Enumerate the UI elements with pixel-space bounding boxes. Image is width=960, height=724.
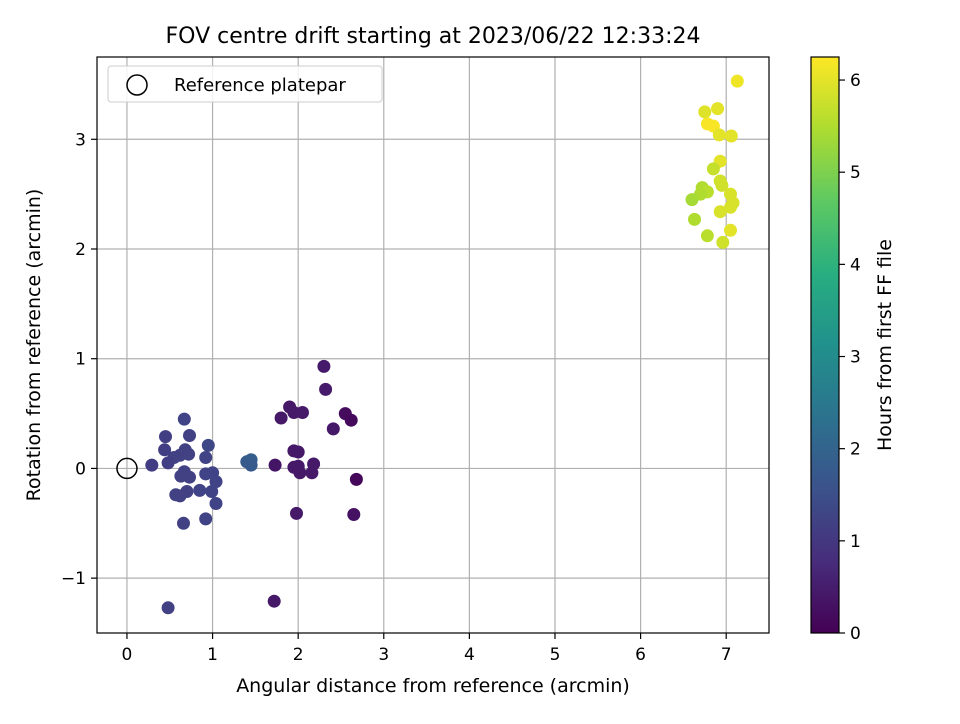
y-tick-label: 1 <box>75 350 86 370</box>
scatter-points <box>145 74 744 615</box>
y-tick-label: 3 <box>75 130 86 150</box>
scatter-point <box>344 413 358 427</box>
scatter-point <box>183 470 196 484</box>
scatter-point <box>305 466 319 480</box>
scatter-point <box>159 430 172 444</box>
x-tick-label: 6 <box>635 645 646 665</box>
x-tick-label: 4 <box>464 645 475 665</box>
y-tick-label: 0 <box>75 459 86 479</box>
scatter-point <box>290 506 303 520</box>
colorbar-label: Hours from first FF file <box>874 239 896 451</box>
colorbar-tick-label: 3 <box>850 348 861 368</box>
scatter-point <box>685 193 699 207</box>
colorbar-tick-label: 4 <box>850 255 861 275</box>
scatter-point <box>317 359 331 373</box>
legend-entry-reference-platepar: Reference platepar <box>174 75 346 96</box>
scatter-point <box>158 443 172 457</box>
scatter-point <box>145 458 159 472</box>
scatter-point <box>161 456 175 470</box>
scatter-point <box>724 200 737 214</box>
x-tick-label: 7 <box>721 645 732 665</box>
scatter-point <box>161 601 175 615</box>
scatter-point <box>173 489 187 503</box>
scatter-point <box>713 205 727 219</box>
x-axis-ticks: 0 1 2 3 4 5 6 7 <box>122 633 732 665</box>
x-tick-label: 3 <box>378 645 389 665</box>
scatter-point <box>183 429 196 442</box>
legend: Reference platepar <box>107 65 383 103</box>
scatter-point <box>724 129 738 143</box>
y-tick-label: 2 <box>75 240 86 260</box>
scatter-point <box>688 212 701 226</box>
scatter-point <box>201 438 215 452</box>
scatter-point <box>711 102 725 116</box>
scatter-point <box>205 485 219 498</box>
legend-box <box>107 65 383 103</box>
scatter-point <box>319 382 333 396</box>
colorbar-tick-label: 6 <box>850 71 861 91</box>
colorbar-tick-label: 1 <box>850 532 861 552</box>
scatter-point <box>712 128 726 142</box>
scatter-point <box>715 178 729 192</box>
colorbar-ticks: 0 1 2 3 4 5 6 <box>839 71 861 644</box>
y-axis-ticks: −1 0 1 2 3 <box>61 130 97 589</box>
scatter-point <box>291 445 305 459</box>
scatter-point <box>698 105 712 119</box>
scatter-point <box>326 422 340 436</box>
scatter-point <box>700 229 714 243</box>
x-axis-label: Angular distance from reference (arcmin) <box>236 675 630 697</box>
x-tick-label: 1 <box>207 645 218 665</box>
scatter-point <box>293 466 307 480</box>
scatter-point <box>177 412 191 426</box>
scatter-point <box>347 508 361 521</box>
x-tick-label: 5 <box>550 645 561 665</box>
scatter-point <box>349 472 363 486</box>
scatter-point <box>296 406 309 419</box>
scatter-point <box>209 475 223 489</box>
scatter-point <box>199 512 213 526</box>
scatter-point <box>274 411 288 425</box>
scatter-point <box>193 483 207 497</box>
colorbar <box>810 56 840 634</box>
chart-title: FOV centre drift starting at 2023/06/22 … <box>166 24 701 49</box>
scatter-point <box>177 516 190 530</box>
y-axis-label: Rotation from reference (arcmin) <box>23 189 45 502</box>
colorbar-tick-label: 0 <box>850 624 861 644</box>
y-tick-label: −1 <box>61 569 86 589</box>
scatter-point <box>244 458 258 472</box>
scatter-point <box>209 497 223 510</box>
colorbar-tick-label: 2 <box>850 440 861 460</box>
x-tick-label: 2 <box>293 645 304 665</box>
scatter-point <box>716 235 730 249</box>
scatter-point <box>724 223 737 237</box>
plot-frame <box>96 56 770 634</box>
grid <box>97 57 769 633</box>
legend-marker <box>126 74 148 96</box>
reference-point-marker <box>116 457 138 480</box>
scatter-point <box>706 162 720 176</box>
scatter-point <box>267 594 281 608</box>
x-tick-label: 0 <box>122 645 133 665</box>
scatter-point <box>730 74 744 88</box>
scatter-point <box>199 451 213 464</box>
colorbar-tick-label: 5 <box>850 163 861 183</box>
scatter-point <box>268 458 282 472</box>
